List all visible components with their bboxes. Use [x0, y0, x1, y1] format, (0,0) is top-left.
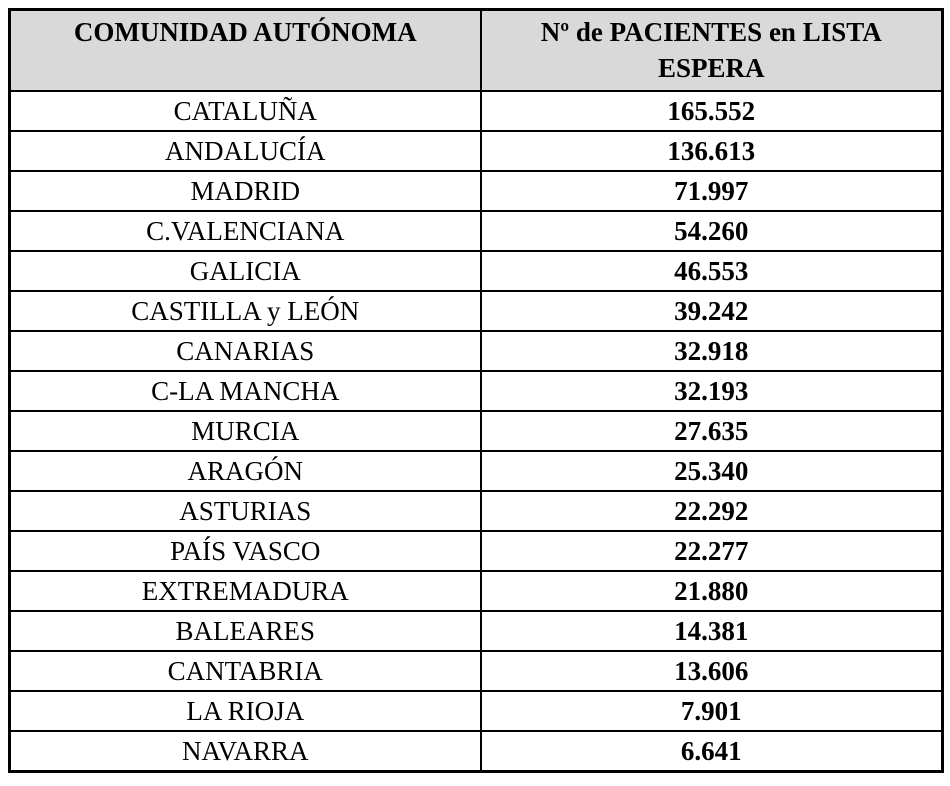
- table-row: C.VALENCIANA 54.260: [8, 210, 944, 252]
- table-row: PAÍS VASCO 22.277: [8, 530, 944, 572]
- column-header-comunidad: COMUNIDAD AUTÓNOMA: [8, 8, 482, 92]
- table-row: C-LA MANCHA 32.193: [8, 370, 944, 412]
- table-row: MADRID 71.997: [8, 170, 944, 212]
- pacientes-cell: 32.918: [479, 330, 944, 372]
- table-row: CANARIAS 32.918: [8, 330, 944, 372]
- pacientes-cell: 136.613: [479, 130, 944, 172]
- pacientes-cell: 14.381: [479, 610, 944, 652]
- pacientes-cell: 165.552: [479, 90, 944, 132]
- pacientes-cell: 54.260: [479, 210, 944, 252]
- pacientes-cell: 6.641: [479, 730, 944, 773]
- comunidad-cell: CANTABRIA: [8, 650, 482, 692]
- table-body: CATALUÑA 165.552 ANDALUCÍA 136.613 MADRI…: [8, 90, 944, 773]
- table-row: EXTREMADURA 21.880: [8, 570, 944, 612]
- column-header-comunidad-label: COMUNIDAD AUTÓNOMA: [73, 17, 417, 47]
- pacientes-cell: 7.901: [479, 690, 944, 732]
- table-row: GALICIA 46.553: [8, 250, 944, 292]
- table-row: ANDALUCÍA 136.613: [8, 130, 944, 172]
- comunidad-cell: CASTILLA y LEÓN: [8, 290, 482, 332]
- pacientes-cell: 46.553: [479, 250, 944, 292]
- comunidad-cell: EXTREMADURA: [8, 570, 482, 612]
- pacientes-cell: 21.880: [479, 570, 944, 612]
- comunidad-cell: C-LA MANCHA: [8, 370, 482, 412]
- comunidad-cell: PAÍS VASCO: [8, 530, 482, 572]
- comunidad-cell: CATALUÑA: [8, 90, 482, 132]
- pacientes-cell: 22.292: [479, 490, 944, 532]
- comunidad-cell: ARAGÓN: [8, 450, 482, 492]
- table-row: NAVARRA 6.641: [8, 730, 944, 773]
- comunidad-cell: C.VALENCIANA: [8, 210, 482, 252]
- pacientes-cell: 13.606: [479, 650, 944, 692]
- waiting-list-table: COMUNIDAD AUTÓNOMA Nº de PACIENTES en LI…: [8, 8, 944, 773]
- table-row: CASTILLA y LEÓN 39.242: [8, 290, 944, 332]
- comunidad-cell: ASTURIAS: [8, 490, 482, 532]
- comunidad-cell: MADRID: [8, 170, 482, 212]
- comunidad-cell: BALEARES: [8, 610, 482, 652]
- pacientes-cell: 22.277: [479, 530, 944, 572]
- pacientes-cell: 39.242: [479, 290, 944, 332]
- table-row: LA RIOJA 7.901: [8, 690, 944, 732]
- pacientes-cell: 71.997: [479, 170, 944, 212]
- table-row: CANTABRIA 13.606: [8, 650, 944, 692]
- table-row: CATALUÑA 165.552: [8, 90, 944, 132]
- column-header-pacientes: Nº de PACIENTES en LISTA ESPERA: [479, 8, 944, 92]
- comunidad-cell: LA RIOJA: [8, 690, 482, 732]
- pacientes-cell: 32.193: [479, 370, 944, 412]
- table-row: ARAGÓN 25.340: [8, 450, 944, 492]
- pacientes-cell: 25.340: [479, 450, 944, 492]
- comunidad-cell: NAVARRA: [8, 730, 482, 773]
- table-row: MURCIA 27.635: [8, 410, 944, 452]
- comunidad-cell: MURCIA: [8, 410, 482, 452]
- comunidad-cell: ANDALUCÍA: [8, 130, 482, 172]
- table-row: BALEARES 14.381: [8, 610, 944, 652]
- header-row: COMUNIDAD AUTÓNOMA Nº de PACIENTES en LI…: [8, 8, 944, 92]
- pacientes-cell: 27.635: [479, 410, 944, 452]
- table-row: ASTURIAS 22.292: [8, 490, 944, 532]
- comunidad-cell: CANARIAS: [8, 330, 482, 372]
- column-header-pacientes-label: Nº de PACIENTES en LISTA ESPERA: [540, 17, 882, 83]
- comunidad-cell: GALICIA: [8, 250, 482, 292]
